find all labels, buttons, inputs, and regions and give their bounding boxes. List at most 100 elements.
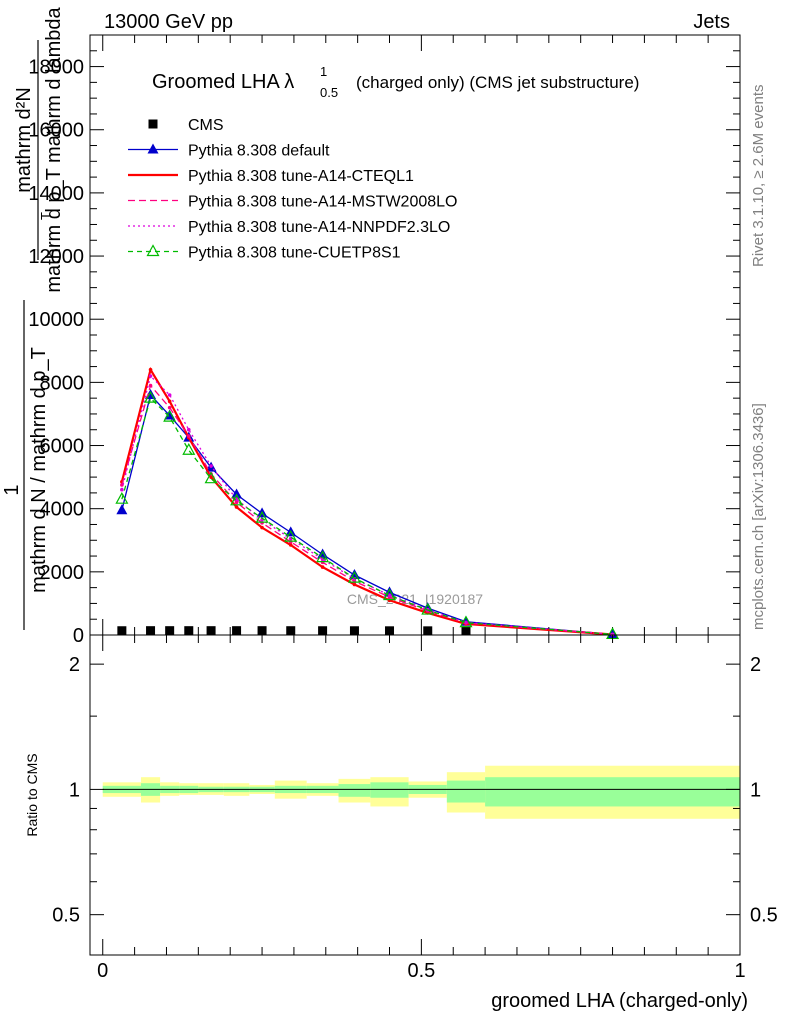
- title-superscript: 1: [320, 64, 327, 79]
- cms-data-marker: [423, 626, 433, 636]
- series-0: [117, 626, 471, 636]
- series-line: [120, 366, 613, 636]
- cms-data-marker: [232, 626, 242, 636]
- series-marker: [382, 588, 397, 601]
- ratio-y-tick-label-right: 2: [750, 654, 761, 676]
- series-marker: [148, 367, 153, 372]
- y-label-denominator: mathrm d p_T mathrm d lambda: [43, 6, 65, 292]
- cms-data-marker: [117, 626, 127, 636]
- series-marker: [167, 393, 172, 397]
- legend-label: Pythia 8.308 tune-A14-CTEQL1: [188, 168, 414, 185]
- y-tick-label: 18000: [28, 57, 84, 79]
- ratio-y-tick-label: 2: [69, 654, 80, 676]
- series-marker: [186, 427, 191, 432]
- ratio-x-axis: 0 0.5 1: [97, 635, 746, 982]
- rivet-version-label: Rivet 3.1.10, ≥ 2.6M events: [750, 85, 767, 268]
- title-rest: (charged only) (CMS jet substructure): [356, 73, 639, 92]
- series-marker: [147, 143, 159, 154]
- header-right: Jets: [693, 11, 730, 33]
- series-marker: [320, 565, 325, 569]
- y-tick-label: 14000: [28, 183, 84, 205]
- series-marker: [209, 464, 213, 468]
- analysis-watermark: CMS_2021_I1920187: [347, 591, 483, 607]
- series-marker: [284, 529, 298, 542]
- series-marker: [421, 602, 435, 615]
- legend-item-0: CMS: [148, 117, 224, 134]
- cms-data-marker: [318, 626, 328, 636]
- legend-item-5: Pythia 8.308 tune-CUETP8S1: [128, 244, 401, 262]
- series-marker: [234, 500, 239, 505]
- series-layer: [115, 366, 620, 640]
- series-marker: [387, 593, 392, 598]
- series-5: [115, 390, 620, 640]
- series-marker: [148, 383, 153, 388]
- cms-data-marker: [286, 626, 296, 636]
- cms-data-marker: [146, 626, 156, 636]
- series-marker: [316, 550, 330, 563]
- cms-data-marker: [206, 626, 216, 636]
- y-label-numerator: mathrm d²N: [13, 87, 35, 193]
- cms-data-marker: [148, 119, 158, 129]
- legend-label: CMS: [188, 117, 224, 134]
- title-subscript: 0.5: [320, 85, 338, 100]
- y-tick-label: 10000: [28, 309, 84, 331]
- series-marker: [230, 493, 244, 506]
- series-marker: [255, 510, 269, 523]
- main-panel: 0 2000 4000 6000 8000 10000 12000 14000 16000 180…: [28, 34, 741, 647]
- header-left: 13000 GeV pp: [104, 11, 233, 33]
- legend-label: Pythia 8.308 default: [188, 143, 330, 160]
- ratio-panel: 0.5 0.51 12 2 0 0.5 1 Ratio to CMS groomed LH…: [24, 634, 778, 1012]
- y-label-prefix-top: 1: [1, 484, 23, 495]
- series-marker: [186, 434, 191, 438]
- ratio-y-axis: 0.5 0.5 1 1 2 2: [52, 654, 778, 927]
- x-axis-label: groomed LHA (charged-only): [491, 990, 748, 1012]
- series-marker: [352, 582, 357, 587]
- series-marker: [209, 475, 213, 479]
- cms-data-marker: [184, 626, 194, 636]
- series-marker: [148, 374, 153, 378]
- legend-item-3: Pythia 8.308 tune-A14-MSTW2008LO: [128, 194, 457, 211]
- ratio-inner-band: [338, 784, 371, 797]
- ratio-frame: [89, 634, 741, 956]
- legend: CMS Pythia 8.308 default Pythia 8.308 tune…: [128, 117, 457, 262]
- ratio-inner-band: [370, 782, 409, 798]
- series-marker: [167, 399, 172, 404]
- y-tick-label: 8000: [40, 372, 85, 394]
- title-main: Groomed LHA λ: [152, 71, 294, 93]
- y-tick-label: 4000: [40, 499, 85, 521]
- series-marker: [163, 409, 177, 422]
- cms-data-marker: [165, 626, 175, 636]
- series-marker: [144, 390, 158, 403]
- series-marker: [260, 525, 264, 530]
- y-tick-label: 12000: [28, 246, 84, 268]
- y-tick-label: 0: [73, 625, 84, 647]
- series-marker: [459, 615, 473, 628]
- series-marker: [347, 570, 361, 583]
- ratio-bands: [102, 765, 740, 819]
- legend-label: Pythia 8.308 tune-A14-MSTW2008LO: [188, 194, 457, 211]
- series-marker: [167, 405, 172, 410]
- series-line: [121, 396, 613, 636]
- ratio-inner-band: [446, 780, 486, 803]
- cms-data-marker: [385, 626, 395, 636]
- series-marker: [116, 504, 128, 515]
- series-marker: [182, 443, 196, 455]
- series-marker: [464, 620, 468, 625]
- legend-label: Pythia 8.308 tune-A14-NNPDF2.3LO: [188, 219, 450, 236]
- y-label-index: T: [38, 212, 53, 220]
- y-tick-label: 6000: [40, 436, 85, 458]
- mcplots-label: mcplots.cern.ch [arXiv:1306.3436]: [750, 403, 767, 630]
- main-y-axis-label: mathrm d²N mathrm d p_T mathrm d lambda 1 m…: [1, 6, 65, 630]
- x-tick-label: 0.5: [407, 960, 435, 982]
- ratio-y-tick-label-right: 1: [750, 779, 761, 801]
- ratio-y-tick-label-right: 0.5: [750, 905, 778, 927]
- series-line: [121, 384, 613, 636]
- ratio-y-tick-label: 0.5: [52, 905, 80, 927]
- x-tick-label: 1: [734, 960, 745, 982]
- series-marker: [231, 488, 243, 499]
- ratio-inner-band: [485, 777, 740, 807]
- legend-label: Pythia 8.308 tune-CUETP8S1: [188, 245, 401, 262]
- cms-data-marker: [349, 626, 359, 636]
- y-label-prefix-bottom: mathrm d N / mathrm d p_T: [28, 347, 50, 593]
